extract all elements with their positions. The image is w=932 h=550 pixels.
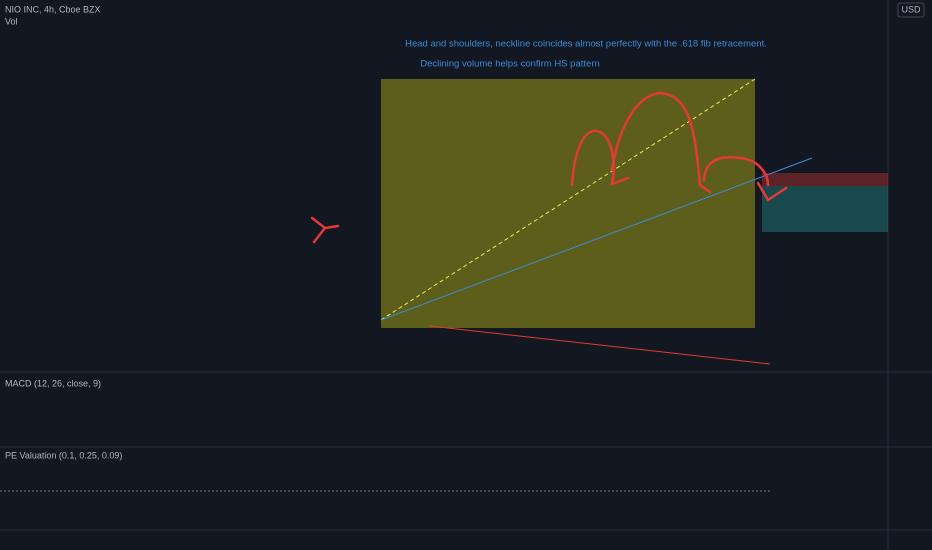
- currency-box[interactable]: [897, 2, 925, 18]
- annotation: Declining volume helps confirm HS patter…: [420, 59, 600, 70]
- right-shoulder: [702, 156, 788, 202]
- volume-trendline: [429, 325, 771, 365]
- symbol: NIO INC, 4h, Cboe BZX: [5, 4, 101, 14]
- macd-title: MACD (12, 26, close, 9): [5, 378, 101, 388]
- target-zone: [762, 186, 888, 232]
- left-shoulder: [570, 129, 630, 187]
- head: [610, 91, 712, 194]
- stop-zone: [762, 173, 888, 186]
- currency[interactable]: USD: [901, 4, 921, 14]
- neckline: [380, 157, 813, 321]
- volume-label: Vol: [5, 16, 18, 26]
- pe-title: PE Valuation (0.1, 0.25, 0.09): [5, 450, 122, 460]
- marker-arrow: [310, 216, 340, 244]
- annotation: Head and shoulders, neckline coincides a…: [405, 39, 767, 50]
- fib-area: [381, 79, 755, 328]
- hand-drawn-marks: [310, 91, 788, 244]
